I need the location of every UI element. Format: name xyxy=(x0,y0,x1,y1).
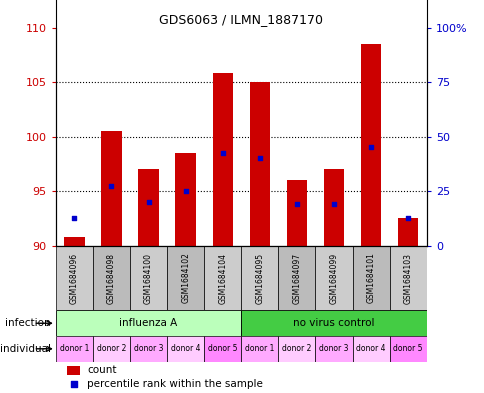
Text: influenza A: influenza A xyxy=(119,318,177,328)
Text: donor 1: donor 1 xyxy=(244,344,274,353)
Bar xyxy=(166,246,204,310)
Point xyxy=(292,201,300,208)
Bar xyxy=(389,246,426,310)
Bar xyxy=(204,246,241,310)
Point xyxy=(218,150,226,156)
Bar xyxy=(278,246,315,310)
Text: donor 2: donor 2 xyxy=(282,344,311,353)
Text: GSM1684101: GSM1684101 xyxy=(366,253,375,303)
Point xyxy=(70,381,77,387)
Bar xyxy=(315,336,352,362)
Point xyxy=(182,188,189,194)
Bar xyxy=(138,169,158,246)
Bar xyxy=(67,366,80,375)
Text: donor 4: donor 4 xyxy=(170,344,200,353)
Text: donor 5: donor 5 xyxy=(393,344,422,353)
Bar xyxy=(130,246,166,310)
Bar xyxy=(204,336,241,362)
Text: donor 4: donor 4 xyxy=(356,344,385,353)
Bar xyxy=(166,336,204,362)
Point xyxy=(70,215,78,222)
Point xyxy=(107,182,115,189)
Text: no virus control: no virus control xyxy=(293,318,374,328)
Text: GSM1684099: GSM1684099 xyxy=(329,252,338,304)
Bar xyxy=(278,336,315,362)
Bar xyxy=(56,310,241,336)
Bar xyxy=(93,246,130,310)
Text: GSM1684096: GSM1684096 xyxy=(70,252,79,304)
Text: percentile rank within the sample: percentile rank within the sample xyxy=(87,379,263,389)
Point xyxy=(256,155,263,162)
Bar xyxy=(286,180,306,246)
Point xyxy=(330,201,337,208)
Text: donor 3: donor 3 xyxy=(134,344,163,353)
Bar xyxy=(360,44,380,246)
Bar xyxy=(352,336,389,362)
Point xyxy=(366,144,374,151)
Text: donor 2: donor 2 xyxy=(96,344,126,353)
Bar xyxy=(175,153,196,246)
Text: GSM1684100: GSM1684100 xyxy=(144,253,153,303)
Text: GSM1684102: GSM1684102 xyxy=(181,253,190,303)
Bar xyxy=(241,246,278,310)
Text: individual: individual xyxy=(0,344,51,354)
Text: GSM1684097: GSM1684097 xyxy=(292,252,301,304)
Bar xyxy=(397,219,418,246)
Title: GDS6063 / ILMN_1887170: GDS6063 / ILMN_1887170 xyxy=(159,13,323,26)
Bar xyxy=(249,82,270,246)
Text: GSM1684098: GSM1684098 xyxy=(106,253,116,303)
Bar xyxy=(323,169,344,246)
Text: GSM1684095: GSM1684095 xyxy=(255,252,264,304)
Bar xyxy=(212,73,232,246)
Text: GSM1684103: GSM1684103 xyxy=(403,253,412,303)
Bar xyxy=(352,246,389,310)
Point xyxy=(144,199,152,205)
Text: count: count xyxy=(87,365,117,375)
Bar xyxy=(130,336,166,362)
Bar xyxy=(56,336,93,362)
Bar xyxy=(241,310,426,336)
Bar xyxy=(315,246,352,310)
Text: infection: infection xyxy=(5,318,51,328)
Bar xyxy=(389,336,426,362)
Bar xyxy=(101,131,121,246)
Text: donor 3: donor 3 xyxy=(318,344,348,353)
Bar xyxy=(56,246,93,310)
Text: donor 1: donor 1 xyxy=(60,344,89,353)
Bar xyxy=(64,237,84,246)
Bar xyxy=(93,336,130,362)
Text: donor 5: donor 5 xyxy=(208,344,237,353)
Point xyxy=(404,215,411,222)
Text: GSM1684104: GSM1684104 xyxy=(218,253,227,303)
Bar xyxy=(241,336,278,362)
